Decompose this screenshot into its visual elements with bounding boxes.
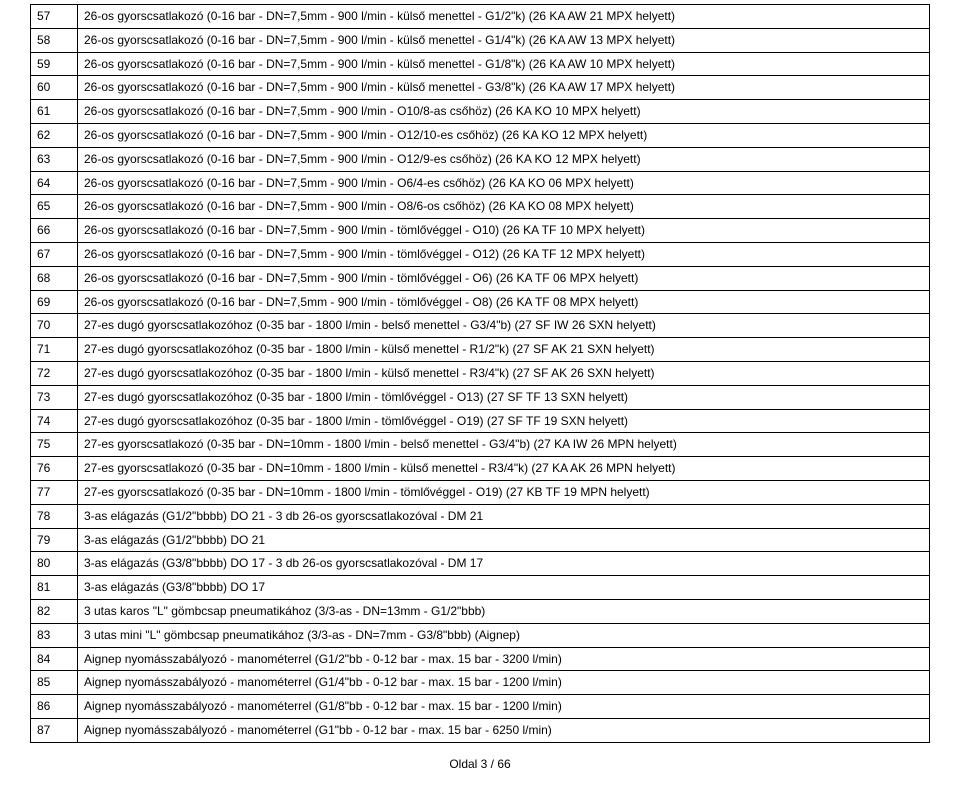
row-number: 86 <box>31 695 78 719</box>
row-number: 72 <box>31 361 78 385</box>
row-description: 26-os gyorscsatlakozó (0-16 bar - DN=7,5… <box>78 52 930 76</box>
table-row: 6926-os gyorscsatlakozó (0-16 bar - DN=7… <box>31 290 930 314</box>
row-number: 61 <box>31 100 78 124</box>
table-row: 86Aignep nyomásszabályozó - manométerrel… <box>31 695 930 719</box>
table-row: 823 utas karos "L" gömbcsap pneumatikáho… <box>31 599 930 623</box>
row-description: 26-os gyorscsatlakozó (0-16 bar - DN=7,5… <box>78 219 930 243</box>
table-row: 793-as elágazás (G1/2"bbbb) DO 21 <box>31 528 930 552</box>
row-description: 3-as elágazás (G3/8"bbbb) DO 17 - 3 db 2… <box>78 552 930 576</box>
row-number: 62 <box>31 123 78 147</box>
row-number: 73 <box>31 385 78 409</box>
row-description: Aignep nyomásszabályozó - manométerrel (… <box>78 647 930 671</box>
row-description: 27-es gyorscsatlakozó (0-35 bar - DN=10m… <box>78 457 930 481</box>
table-row: 813-as elágazás (G3/8"bbbb) DO 17 <box>31 576 930 600</box>
row-number: 71 <box>31 338 78 362</box>
row-description: 3-as elágazás (G3/8"bbbb) DO 17 <box>78 576 930 600</box>
row-number: 66 <box>31 219 78 243</box>
table-row: 803-as elágazás (G3/8"bbbb) DO 17 - 3 db… <box>31 552 930 576</box>
row-number: 79 <box>31 528 78 552</box>
row-description: 26-os gyorscsatlakozó (0-16 bar - DN=7,5… <box>78 76 930 100</box>
table-row: 6126-os gyorscsatlakozó (0-16 bar - DN=7… <box>31 100 930 124</box>
page-footer: Oldal 3 / 66 <box>30 757 930 771</box>
row-description: 26-os gyorscsatlakozó (0-16 bar - DN=7,5… <box>78 195 930 219</box>
table-row: 7427-es dugó gyorscsatlakozóhoz (0-35 ba… <box>31 409 930 433</box>
table-row: 6226-os gyorscsatlakozó (0-16 bar - DN=7… <box>31 123 930 147</box>
table-row: 7627-es gyorscsatlakozó (0-35 bar - DN=1… <box>31 457 930 481</box>
row-description: 26-os gyorscsatlakozó (0-16 bar - DN=7,5… <box>78 147 930 171</box>
row-number: 69 <box>31 290 78 314</box>
table-row: 7327-es dugó gyorscsatlakozóhoz (0-35 ba… <box>31 385 930 409</box>
row-number: 85 <box>31 671 78 695</box>
table-row: 87Aignep nyomásszabályozó - manométerrel… <box>31 718 930 742</box>
row-description: 26-os gyorscsatlakozó (0-16 bar - DN=7,5… <box>78 28 930 52</box>
table-row: 6326-os gyorscsatlakozó (0-16 bar - DN=7… <box>31 147 930 171</box>
table-row: 7527-es gyorscsatlakozó (0-35 bar - DN=1… <box>31 433 930 457</box>
row-description: 3 utas mini "L" gömbcsap pneumatikához (… <box>78 623 930 647</box>
row-number: 77 <box>31 480 78 504</box>
table-row: 6426-os gyorscsatlakozó (0-16 bar - DN=7… <box>31 171 930 195</box>
table-row: 6726-os gyorscsatlakozó (0-16 bar - DN=7… <box>31 242 930 266</box>
row-description: 27-es dugó gyorscsatlakozóhoz (0-35 bar … <box>78 314 930 338</box>
row-number: 59 <box>31 52 78 76</box>
row-description: 27-es dugó gyorscsatlakozóhoz (0-35 bar … <box>78 409 930 433</box>
row-number: 63 <box>31 147 78 171</box>
row-description: 26-os gyorscsatlakozó (0-16 bar - DN=7,5… <box>78 171 930 195</box>
row-description: 26-os gyorscsatlakozó (0-16 bar - DN=7,5… <box>78 5 930 29</box>
row-number: 74 <box>31 409 78 433</box>
row-number: 82 <box>31 599 78 623</box>
table-row: 6826-os gyorscsatlakozó (0-16 bar - DN=7… <box>31 266 930 290</box>
row-description: 26-os gyorscsatlakozó (0-16 bar - DN=7,5… <box>78 123 930 147</box>
row-description: 3-as elágazás (G1/2"bbbb) DO 21 <box>78 528 930 552</box>
table-row: 833 utas mini "L" gömbcsap pneumatikához… <box>31 623 930 647</box>
table-row: 783-as elágazás (G1/2"bbbb) DO 21 - 3 db… <box>31 504 930 528</box>
row-description: Aignep nyomásszabályozó - manométerrel (… <box>78 671 930 695</box>
table-row: 7027-es dugó gyorscsatlakozóhoz (0-35 ba… <box>31 314 930 338</box>
row-description: 26-os gyorscsatlakozó (0-16 bar - DN=7,5… <box>78 290 930 314</box>
row-number: 83 <box>31 623 78 647</box>
table-row: 5926-os gyorscsatlakozó (0-16 bar - DN=7… <box>31 52 930 76</box>
product-table: 5726-os gyorscsatlakozó (0-16 bar - DN=7… <box>30 4 930 743</box>
row-number: 57 <box>31 5 78 29</box>
row-number: 81 <box>31 576 78 600</box>
row-number: 64 <box>31 171 78 195</box>
row-description: 26-os gyorscsatlakozó (0-16 bar - DN=7,5… <box>78 242 930 266</box>
row-number: 65 <box>31 195 78 219</box>
row-number: 80 <box>31 552 78 576</box>
row-description: 27-es gyorscsatlakozó (0-35 bar - DN=10m… <box>78 433 930 457</box>
row-description: Aignep nyomásszabályozó - manométerrel (… <box>78 695 930 719</box>
row-number: 78 <box>31 504 78 528</box>
row-description: Aignep nyomásszabályozó - manométerrel (… <box>78 718 930 742</box>
table-row: 5826-os gyorscsatlakozó (0-16 bar - DN=7… <box>31 28 930 52</box>
table-row: 6626-os gyorscsatlakozó (0-16 bar - DN=7… <box>31 219 930 243</box>
row-number: 75 <box>31 433 78 457</box>
row-number: 70 <box>31 314 78 338</box>
row-description: 3-as elágazás (G1/2"bbbb) DO 21 - 3 db 2… <box>78 504 930 528</box>
table-row: 7227-es dugó gyorscsatlakozóhoz (0-35 ba… <box>31 361 930 385</box>
row-description: 27-es dugó gyorscsatlakozóhoz (0-35 bar … <box>78 385 930 409</box>
row-description: 27-es dugó gyorscsatlakozóhoz (0-35 bar … <box>78 361 930 385</box>
row-number: 87 <box>31 718 78 742</box>
table-row: 85Aignep nyomásszabályozó - manométerrel… <box>31 671 930 695</box>
row-number: 58 <box>31 28 78 52</box>
row-number: 68 <box>31 266 78 290</box>
row-description: 26-os gyorscsatlakozó (0-16 bar - DN=7,5… <box>78 266 930 290</box>
row-number: 84 <box>31 647 78 671</box>
table-row: 7127-es dugó gyorscsatlakozóhoz (0-35 ba… <box>31 338 930 362</box>
row-description: 26-os gyorscsatlakozó (0-16 bar - DN=7,5… <box>78 100 930 124</box>
row-description: 27-es gyorscsatlakozó (0-35 bar - DN=10m… <box>78 480 930 504</box>
table-row: 84Aignep nyomásszabályozó - manométerrel… <box>31 647 930 671</box>
row-number: 60 <box>31 76 78 100</box>
table-row: 6526-os gyorscsatlakozó (0-16 bar - DN=7… <box>31 195 930 219</box>
table-row: 7727-es gyorscsatlakozó (0-35 bar - DN=1… <box>31 480 930 504</box>
row-number: 76 <box>31 457 78 481</box>
row-description: 27-es dugó gyorscsatlakozóhoz (0-35 bar … <box>78 338 930 362</box>
table-row: 5726-os gyorscsatlakozó (0-16 bar - DN=7… <box>31 5 930 29</box>
row-number: 67 <box>31 242 78 266</box>
table-row: 6026-os gyorscsatlakozó (0-16 bar - DN=7… <box>31 76 930 100</box>
row-description: 3 utas karos "L" gömbcsap pneumatikához … <box>78 599 930 623</box>
